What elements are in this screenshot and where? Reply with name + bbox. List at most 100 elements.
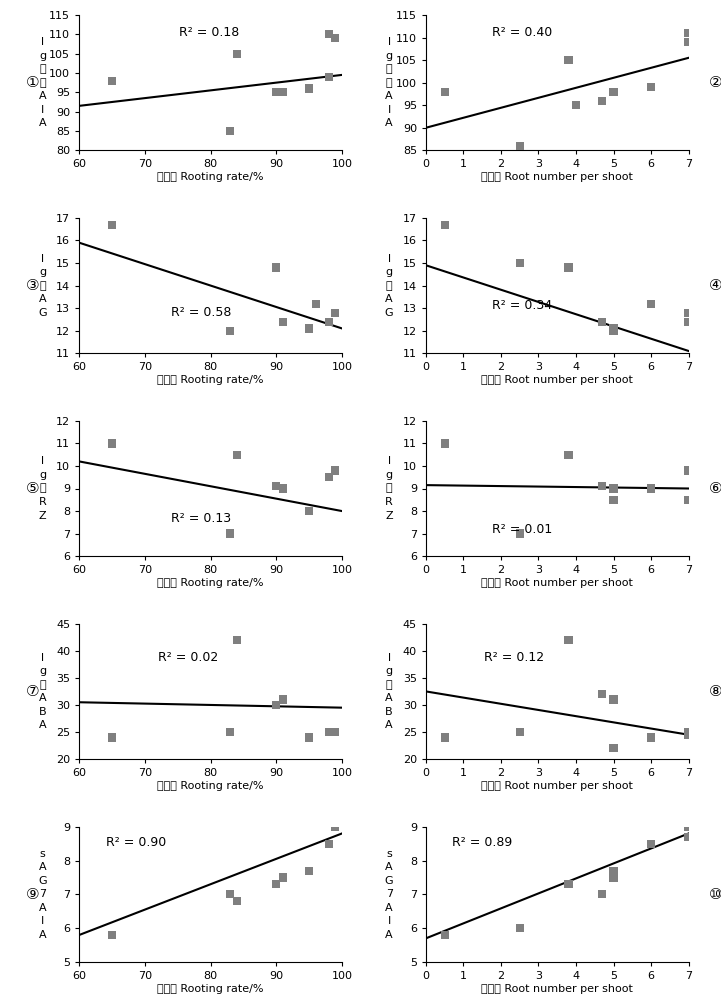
Text: A: A: [39, 91, 46, 101]
Point: [323, 26, 335, 42]
Point: [323, 836, 335, 852]
Text: g: g: [39, 51, 46, 61]
Point: [270, 260, 282, 276]
Point: [107, 73, 118, 89]
Point: [514, 255, 526, 271]
Point: [231, 46, 243, 62]
Point: [329, 305, 341, 321]
Point: [270, 876, 282, 892]
Text: A: A: [39, 294, 46, 304]
Text: l: l: [41, 653, 44, 663]
Text: l: l: [388, 254, 391, 264]
Text: R² = 0.40: R² = 0.40: [492, 26, 552, 39]
Point: [439, 217, 451, 233]
Text: 腾: 腾: [386, 78, 392, 88]
X-axis label: 生根率 Rooting rate/%: 生根率 Rooting rate/%: [157, 172, 264, 182]
Point: [596, 886, 608, 902]
Point: [562, 52, 574, 68]
Point: [683, 727, 694, 743]
Point: [608, 869, 619, 885]
Text: I: I: [41, 916, 44, 926]
Point: [277, 314, 288, 330]
Point: [277, 480, 288, 496]
Text: 蚸: 蚸: [39, 64, 46, 74]
Point: [224, 526, 236, 542]
Point: [608, 740, 619, 756]
Text: R: R: [385, 497, 393, 507]
Point: [570, 97, 582, 113]
X-axis label: 生根率 Rooting rate/%: 生根率 Rooting rate/%: [157, 781, 264, 791]
Point: [270, 84, 282, 100]
Point: [224, 123, 236, 139]
Point: [608, 863, 619, 879]
Text: R² = 0.12: R² = 0.12: [484, 651, 544, 664]
Point: [683, 25, 694, 41]
Point: [608, 320, 619, 336]
Text: 7: 7: [386, 889, 393, 899]
Text: A: A: [385, 862, 393, 872]
Text: A: A: [385, 930, 393, 940]
Point: [231, 632, 243, 648]
Point: [329, 30, 341, 46]
Point: [645, 836, 657, 852]
Text: G: G: [38, 876, 47, 886]
Point: [683, 462, 694, 478]
Text: I: I: [388, 105, 391, 115]
Text: Z: Z: [385, 511, 393, 521]
Text: G: G: [385, 876, 394, 886]
Text: l: l: [41, 254, 44, 264]
Text: ①: ①: [26, 75, 39, 90]
Text: G: G: [385, 308, 394, 318]
Point: [683, 34, 694, 50]
Point: [683, 724, 694, 740]
Point: [514, 920, 526, 936]
Text: l: l: [41, 37, 44, 47]
Text: B: B: [385, 707, 393, 717]
X-axis label: 根条数 Root number per shoot: 根条数 Root number per shoot: [482, 172, 633, 182]
Point: [107, 435, 118, 451]
Text: g: g: [39, 267, 46, 277]
Point: [514, 724, 526, 740]
Point: [107, 927, 118, 943]
Point: [596, 478, 608, 494]
Point: [224, 724, 236, 740]
X-axis label: 根条数 Root number per shoot: 根条数 Root number per shoot: [482, 578, 633, 588]
Text: R² = 0.89: R² = 0.89: [452, 836, 513, 849]
Text: 蚸: 蚸: [386, 64, 392, 74]
Point: [683, 314, 694, 330]
Text: A: A: [39, 720, 46, 730]
Text: s: s: [40, 849, 45, 859]
Text: l: l: [388, 653, 391, 663]
Point: [645, 79, 657, 95]
Point: [323, 314, 335, 330]
Point: [329, 819, 341, 835]
Point: [107, 217, 118, 233]
Point: [270, 478, 282, 494]
Text: ④: ④: [709, 278, 721, 293]
Text: A: A: [385, 118, 393, 128]
Text: A: A: [39, 862, 46, 872]
Point: [439, 84, 451, 100]
X-axis label: 生根率 Rooting rate/%: 生根率 Rooting rate/%: [157, 375, 264, 385]
Point: [224, 886, 236, 902]
Text: g: g: [386, 267, 393, 277]
Point: [562, 260, 574, 276]
Point: [645, 480, 657, 496]
Point: [562, 876, 574, 892]
Point: [683, 819, 694, 835]
Text: R: R: [39, 497, 46, 507]
Text: g: g: [39, 666, 46, 676]
Text: 蚸: 蚸: [386, 281, 392, 291]
Point: [608, 480, 619, 496]
Text: l: l: [388, 37, 391, 47]
Point: [310, 296, 322, 312]
Text: s: s: [386, 849, 392, 859]
Text: g: g: [386, 51, 393, 61]
X-axis label: 生根率 Rooting rate/%: 生根率 Rooting rate/%: [157, 578, 264, 588]
Text: A: A: [385, 693, 393, 703]
Text: A: A: [385, 903, 393, 913]
Text: I: I: [41, 105, 44, 115]
Text: A: A: [385, 91, 393, 101]
X-axis label: 根条数 Root number per shoot: 根条数 Root number per shoot: [482, 984, 633, 994]
Text: g: g: [39, 470, 46, 480]
